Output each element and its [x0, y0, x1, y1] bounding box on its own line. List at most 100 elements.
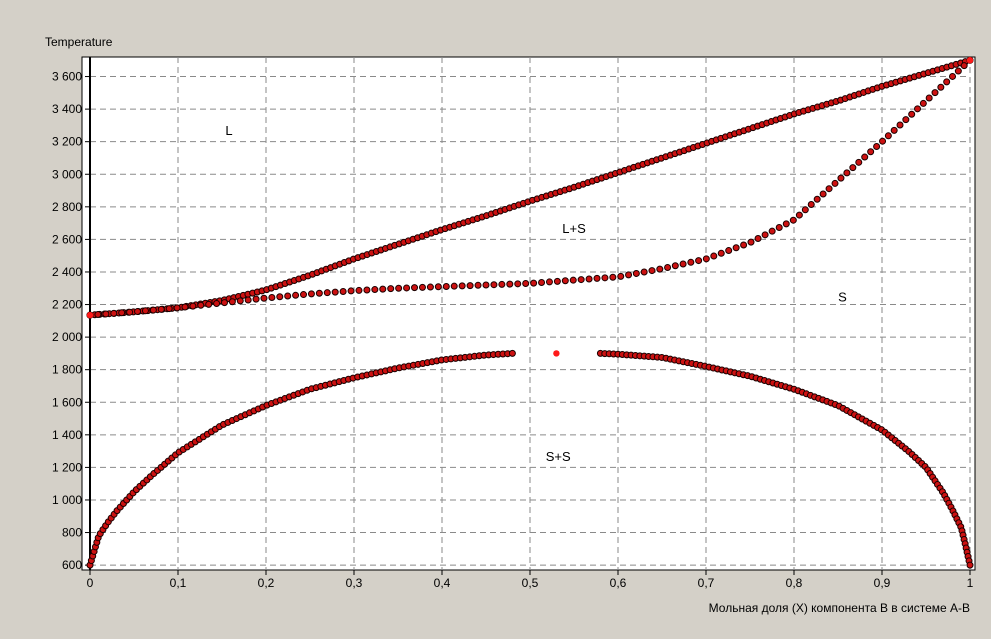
y-tick-label: 3 200: [52, 135, 82, 149]
data-point: [118, 309, 126, 317]
highlight-point: [966, 57, 974, 64]
data-point: [954, 67, 962, 75]
data-point: [173, 304, 181, 312]
y-tick-label: 3 400: [52, 102, 82, 116]
data-point: [506, 280, 514, 288]
data-point: [873, 142, 881, 150]
data-point: [331, 288, 339, 296]
x-tick-label: 0: [87, 576, 94, 590]
data-point: [102, 310, 110, 318]
data-point: [782, 220, 790, 228]
data-point: [747, 238, 755, 246]
data-point: [648, 267, 656, 275]
data-point: [593, 274, 601, 282]
data-point: [801, 206, 809, 214]
data-point: [181, 303, 189, 311]
data-point: [514, 280, 522, 288]
data-point: [561, 277, 569, 285]
data-point: [761, 231, 769, 239]
data-point: [450, 282, 458, 290]
y-tick-label: 600: [62, 558, 82, 572]
data-point: [789, 216, 797, 224]
data-point: [879, 137, 887, 145]
data-point: [740, 241, 748, 249]
data-point: [725, 247, 733, 255]
data-point: [284, 292, 292, 300]
data-point: [732, 244, 740, 252]
data-point: [418, 283, 426, 291]
data-point: [902, 116, 910, 124]
data-point: [197, 301, 205, 309]
data-point: [577, 276, 585, 284]
x-tick-label: 0,1: [170, 576, 187, 590]
x-tick-label: 1: [967, 576, 974, 590]
data-point: [300, 291, 308, 299]
data-point: [347, 287, 355, 295]
x-tick-label: 0,7: [698, 576, 715, 590]
data-point: [867, 148, 875, 156]
data-point: [411, 284, 419, 292]
data-point: [664, 263, 672, 271]
data-point: [754, 234, 762, 242]
y-tick-label: 2 600: [52, 232, 82, 246]
y-tick-label: 2 800: [52, 200, 82, 214]
region-label: S: [838, 289, 847, 304]
data-point: [702, 255, 710, 263]
data-point: [966, 561, 974, 569]
data-point: [807, 201, 815, 209]
data-point: [837, 174, 845, 182]
data-point: [498, 280, 506, 288]
x-tick-label: 0,8: [786, 576, 803, 590]
y-tick-label: 1 600: [52, 395, 82, 409]
data-point: [768, 227, 776, 235]
data-point: [213, 300, 221, 308]
data-point: [632, 269, 640, 277]
x-tick-label: 0,2: [258, 576, 275, 590]
data-point: [94, 311, 102, 319]
data-point: [861, 153, 869, 161]
data-point: [538, 279, 546, 287]
data-point: [157, 305, 165, 313]
data-point: [395, 284, 403, 292]
data-point: [775, 224, 783, 232]
data-point: [371, 286, 379, 294]
data-point: [640, 268, 648, 276]
x-axis-title: Мольная доля (X) компонента B в системе …: [709, 601, 970, 615]
data-point: [363, 286, 371, 294]
data-point: [260, 294, 268, 302]
y-tick-label: 3 000: [52, 167, 82, 181]
data-point: [545, 278, 553, 286]
data-point: [490, 281, 498, 289]
x-tick-label: 0,9: [874, 576, 891, 590]
y-tick-label: 3 600: [52, 70, 82, 84]
data-point: [884, 132, 892, 140]
grid: [90, 57, 971, 570]
ticks: 0 0,1 0,2 0,3 0,4 0,5 0,6 0,7 0,8 0,9 1 600 800 1 000…: [52, 70, 974, 590]
data-point: [236, 297, 244, 305]
y-tick-label: 2 200: [52, 298, 82, 312]
data-point: [474, 281, 482, 289]
data-point: [949, 72, 957, 80]
data-point: [141, 307, 149, 315]
x-tick-label: 0,6: [610, 576, 627, 590]
data-point: [228, 298, 236, 306]
data-point: [855, 158, 863, 166]
y-tick-label: 800: [62, 526, 82, 540]
data-point: [937, 83, 945, 91]
data-point: [617, 272, 625, 280]
data-point: [165, 305, 173, 313]
data-point: [671, 262, 679, 270]
data-point: [717, 249, 725, 257]
data-point: [914, 105, 922, 113]
data-point: [323, 289, 331, 297]
region-label: L+S: [562, 221, 586, 236]
data-point: [149, 306, 157, 314]
data-point: [849, 164, 857, 172]
region-label: S+S: [546, 449, 571, 464]
data-point: [530, 279, 538, 287]
data-point: [268, 293, 276, 301]
data-point: [819, 190, 827, 198]
y-tick-label: 2 400: [52, 265, 82, 279]
data-point: [189, 302, 197, 310]
